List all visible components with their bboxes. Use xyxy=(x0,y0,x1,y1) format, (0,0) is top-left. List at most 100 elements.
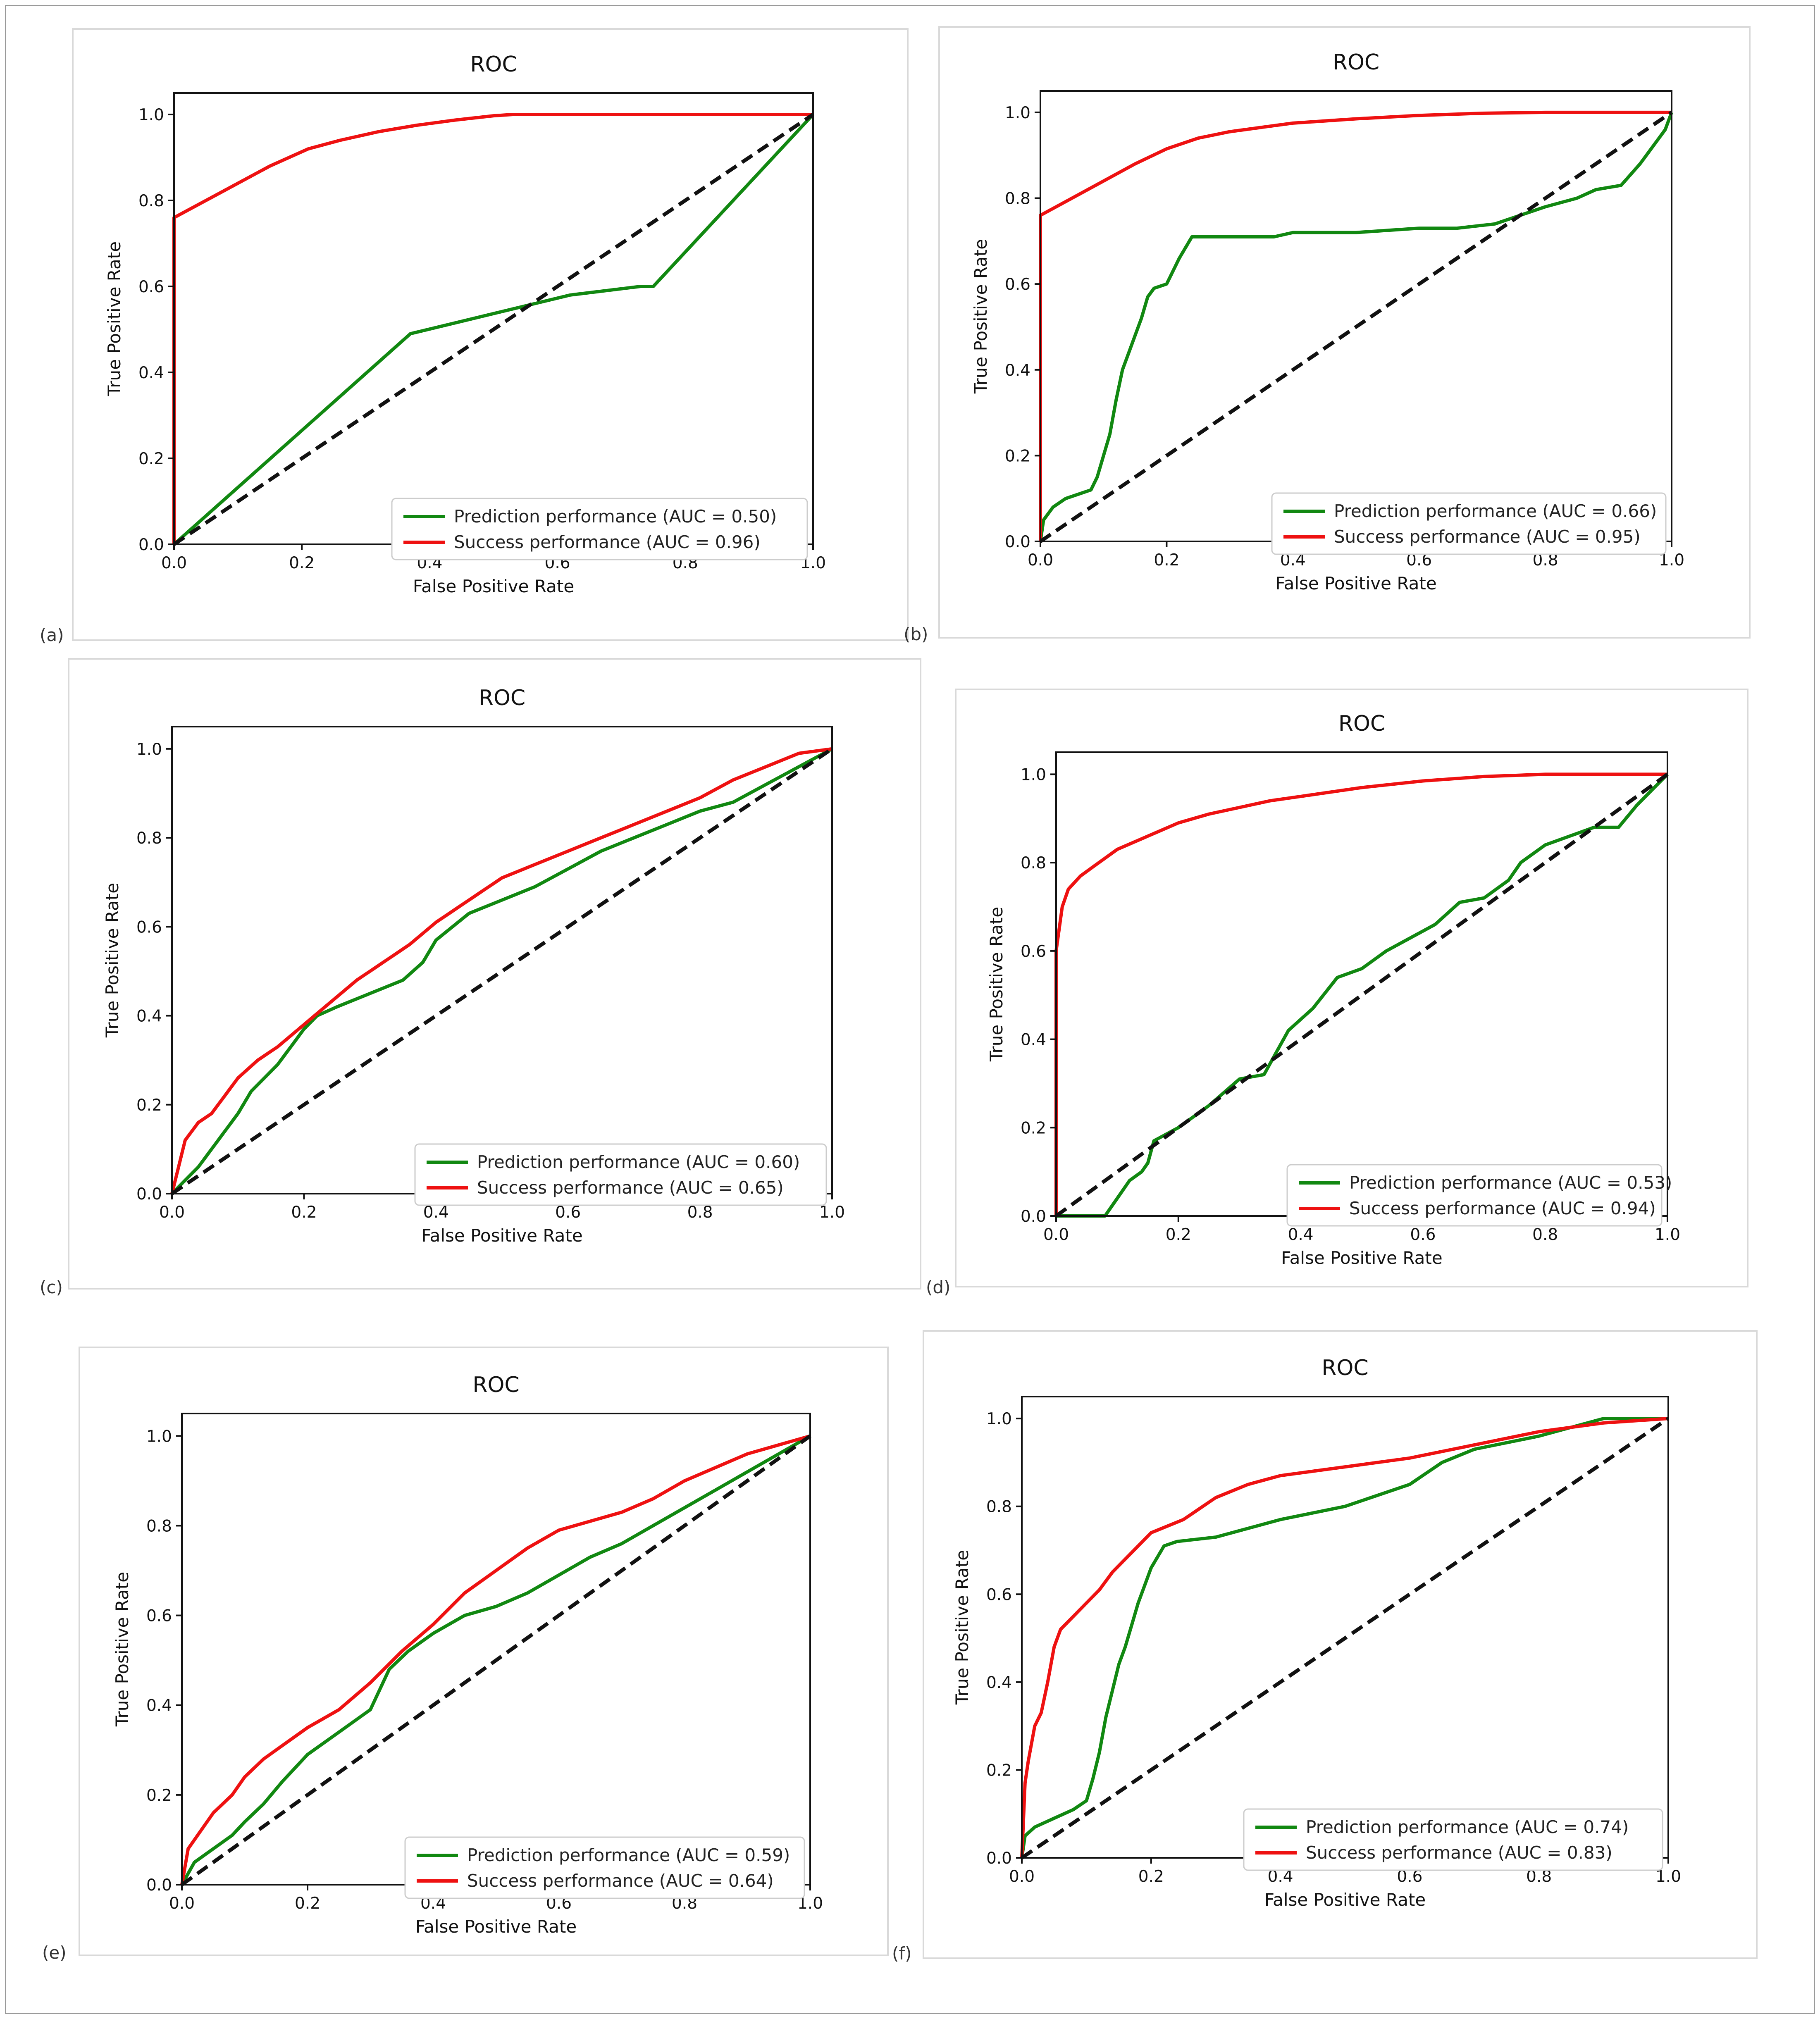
legend-entry-prediction: Prediction performance (AUC = 0.59) xyxy=(467,1845,790,1865)
panel-a: ROC 0.0 0.2 0.4 0.6 0.8 1.0 0.0 0.2 0.4 0.6 0.8 1.0 F… xyxy=(72,28,909,641)
x-tick-label: 0.2 xyxy=(295,1894,320,1913)
x-tick-label: 1.0 xyxy=(1655,1225,1680,1244)
y-tick-label: 0.0 xyxy=(1021,1207,1046,1226)
legend-box xyxy=(1243,1808,1663,1871)
success-series-line xyxy=(1020,1417,1669,1858)
legend: Prediction performance (AUC = 0.74) Succe… xyxy=(1243,1808,1663,1871)
y-tick-label: 0.0 xyxy=(138,536,164,554)
legend-entry-prediction: Prediction performance (AUC = 0.60) xyxy=(477,1152,800,1172)
x-tick-label: 0.2 xyxy=(1166,1225,1191,1244)
y-tick-label: 1.0 xyxy=(138,106,164,124)
x-axis-label: False Positive Rate xyxy=(415,1917,577,1937)
chart-title: ROC xyxy=(1333,50,1379,75)
y-tick-label: 0.4 xyxy=(1005,361,1030,380)
panel-d: ROC 0.0 0.2 0.4 0.6 0.8 1.0 0.0 0.2 0.4 0.6 0.8 1.0 F… xyxy=(955,689,1748,1287)
legend: Prediction performance (AUC = 0.53) Succe… xyxy=(1286,1164,1672,1227)
chart-title: ROC xyxy=(472,1373,519,1397)
y-tick-label: 0.4 xyxy=(136,1007,162,1026)
legend-entry-success: Success performance (AUC = 0.83) xyxy=(1306,1843,1612,1863)
y-tick-label: 0.8 xyxy=(146,1517,172,1535)
prediction-series-line xyxy=(1039,112,1673,542)
y-tick-label: 1.0 xyxy=(136,740,162,759)
y-tick-label: 1.0 xyxy=(986,1410,1012,1428)
panel-b: ROC 0.0 0.2 0.4 0.6 0.8 1.0 0.0 0.2 0.4 0.6 0.8 1.0 F… xyxy=(938,26,1751,639)
y-axis-label: True Positive Rate xyxy=(112,1572,132,1727)
reference-diagonal-line xyxy=(1055,772,1669,1218)
success-series-line xyxy=(180,1434,811,1885)
x-tick-label: 0.6 xyxy=(1410,1225,1436,1244)
panel-label-e: (e) xyxy=(42,1943,67,1963)
reference-diagonal-line xyxy=(171,747,833,1195)
y-tick-label: 0.6 xyxy=(138,278,164,296)
legend: Prediction performance (AUC = 0.50) Succe… xyxy=(391,498,808,560)
x-tick-label: 0.2 xyxy=(289,554,315,572)
y-tick-label: 0.6 xyxy=(136,918,162,937)
chart-title: ROC xyxy=(479,686,525,710)
legend-box xyxy=(391,498,808,560)
legend: Prediction performance (AUC = 0.60) Succe… xyxy=(414,1143,827,1206)
axes-frame xyxy=(1055,751,1668,1217)
x-tick-label: 0.0 xyxy=(161,554,187,572)
x-tick-label: 0.2 xyxy=(1154,551,1179,570)
success-series-line xyxy=(172,113,813,544)
y-tick-label: 0.2 xyxy=(138,450,164,468)
plot-area xyxy=(180,1434,811,1886)
panel-label-d: (d) xyxy=(926,1277,951,1297)
legend-entry-success: Success performance (AUC = 0.96) xyxy=(454,532,761,552)
y-tick-label: 1.0 xyxy=(146,1427,172,1446)
y-tick-label: 0.0 xyxy=(136,1185,162,1204)
legend-entry-success: Success performance (AUC = 0.64) xyxy=(467,1871,774,1891)
y-axis-label: True Positive Rate xyxy=(986,907,1007,1062)
y-axis-label: True Positive Rate xyxy=(102,883,122,1038)
x-axis-label: False Positive Rate xyxy=(1275,573,1436,594)
y-tick-label: 0.2 xyxy=(146,1786,172,1805)
x-axis-label: False Positive Rate xyxy=(1281,1248,1442,1268)
success-series-line xyxy=(1054,772,1667,1216)
x-tick-label: 0.8 xyxy=(1532,1225,1558,1244)
axes-frame xyxy=(171,726,833,1194)
figure-frame xyxy=(5,5,1815,2014)
x-tick-label: 0.6 xyxy=(555,1203,581,1222)
reference-diagonal-line xyxy=(173,113,814,546)
prediction-series-line xyxy=(173,113,814,546)
roc-chart-c: ROC 0.0 0.2 0.4 0.6 0.8 1.0 0.0 0.2 0.4 0.6 0.8 1.0 F… xyxy=(102,686,845,1246)
legend-entry-success: Success performance (AUC = 0.94) xyxy=(1349,1198,1656,1218)
x-tick-label: 0.8 xyxy=(687,1203,713,1222)
panel-label-a: (a) xyxy=(40,625,64,645)
plot-area xyxy=(1020,1417,1670,1859)
legend: Prediction performance (AUC = 0.59) Succe… xyxy=(404,1836,805,1899)
x-tick-label: 0.2 xyxy=(291,1203,317,1222)
legend-box xyxy=(414,1143,827,1206)
legend-entry-success: Success performance (AUC = 0.65) xyxy=(477,1178,784,1198)
y-tick-label: 1.0 xyxy=(1005,104,1030,122)
y-tick-label: 0.8 xyxy=(138,192,164,210)
axes-frame xyxy=(181,1413,811,1886)
y-tick-label: 0.8 xyxy=(1005,190,1030,208)
x-tick-label: 0.2 xyxy=(1138,1867,1164,1886)
y-axis-label: True Positive Rate xyxy=(971,239,991,394)
panel-label-b: (b) xyxy=(904,624,928,644)
y-axis-label: True Positive Rate xyxy=(952,1550,972,1705)
axes-frame xyxy=(173,92,814,545)
prediction-series-line xyxy=(171,747,833,1195)
y-tick-label: 0.2 xyxy=(1021,1119,1046,1137)
y-tick-label: 0.0 xyxy=(986,1849,1012,1868)
reference-diagonal-line xyxy=(1039,111,1673,543)
y-tick-label: 0.4 xyxy=(1021,1031,1046,1049)
panel-label-c: (c) xyxy=(40,1277,63,1297)
legend-entry-prediction: Prediction performance (AUC = 0.53) xyxy=(1349,1173,1672,1193)
prediction-series-line xyxy=(1056,773,1669,1218)
x-axis-label: False Positive Rate xyxy=(413,576,574,596)
legend-box xyxy=(1271,492,1667,555)
y-tick-label: 0.8 xyxy=(1021,854,1046,872)
x-axis-label: False Positive Rate xyxy=(421,1225,582,1246)
x-tick-label: 0.0 xyxy=(1028,551,1053,570)
prediction-series-line xyxy=(180,1434,811,1886)
x-axis-label: False Positive Rate xyxy=(1264,1890,1426,1910)
y-tick-label: 0.6 xyxy=(1005,275,1030,294)
legend: Prediction performance (AUC = 0.66) Succe… xyxy=(1271,492,1667,555)
y-tick-label: 0.6 xyxy=(146,1607,172,1626)
